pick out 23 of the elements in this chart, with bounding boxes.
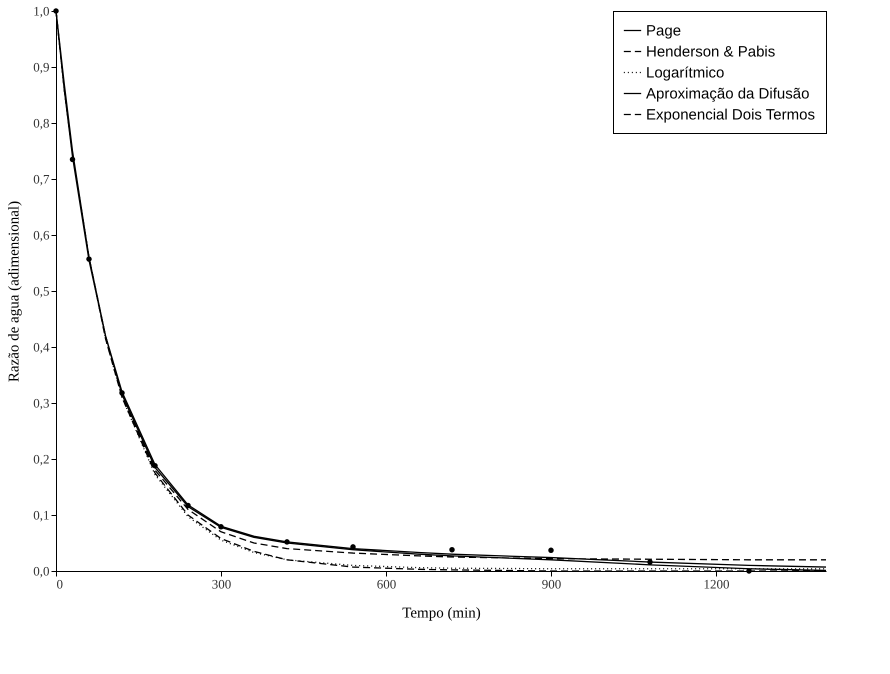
x-tick-label: 900 xyxy=(542,576,562,592)
y-tick-label: 0,2 xyxy=(33,452,50,466)
y-tick-label: 1,0 xyxy=(33,4,50,18)
legend-label: Logarítmico xyxy=(646,64,724,82)
y-axis-title: Razão de agua (adimensional) xyxy=(6,200,22,382)
legend-label: Aproximação da Difusão xyxy=(646,86,810,102)
legend-label: Henderson & Pabis xyxy=(646,44,776,60)
legend-label: Page xyxy=(646,22,682,40)
x-tick-label: 300 xyxy=(212,576,232,592)
x-axis-title: Tempo (min) xyxy=(402,606,481,622)
y-tick-label: 0,0 xyxy=(33,564,50,578)
x-tick-label: 600 xyxy=(376,576,396,592)
y-tick-label: 0,7 xyxy=(33,172,50,186)
x-tick-label: 1200 xyxy=(704,576,730,592)
y-tick-label: 0,6 xyxy=(33,228,50,242)
y-tick-label: 0,3 xyxy=(33,396,50,410)
y-tick-label: 0,5 xyxy=(33,284,50,298)
y-tick-label: 0,4 xyxy=(33,340,50,354)
x-tick-label: 0 xyxy=(56,576,63,592)
y-tick-label: 0,1 xyxy=(33,508,50,522)
y-tick-label: 0,8 xyxy=(33,116,50,130)
y-tick-label: 0,9 xyxy=(33,60,50,74)
legend-label: Exponencial Dois Termos xyxy=(646,106,815,124)
